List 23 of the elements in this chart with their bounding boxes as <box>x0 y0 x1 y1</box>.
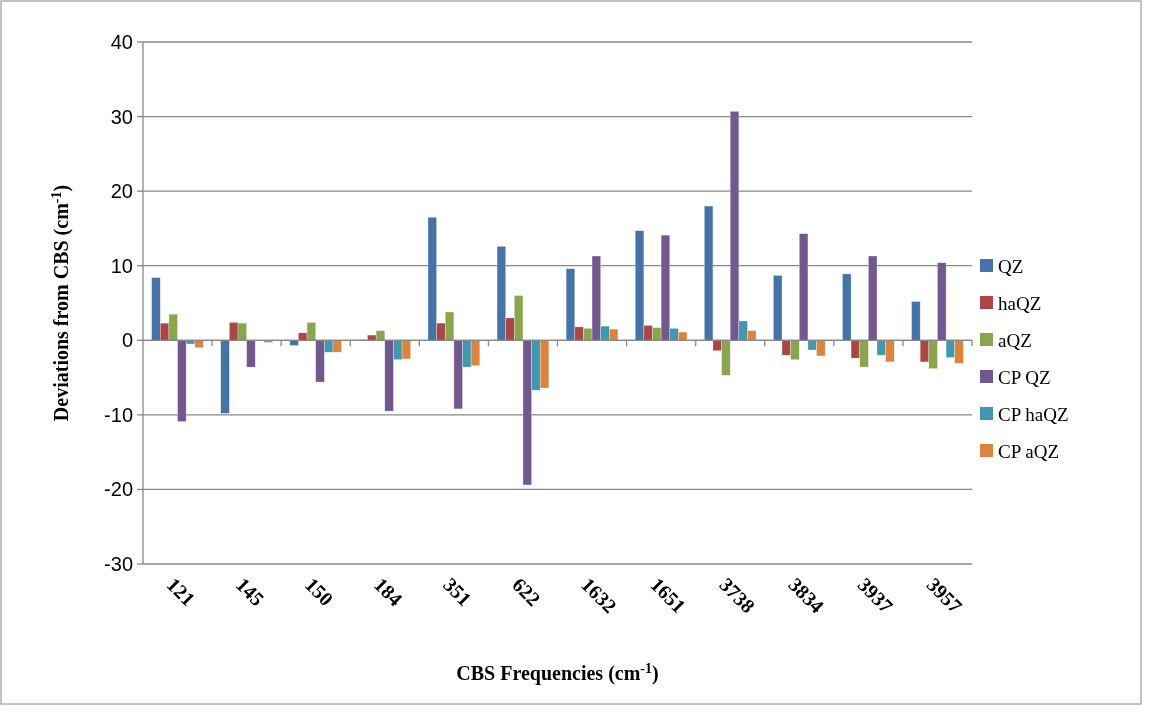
legend-label: CP aQZ <box>998 440 1060 462</box>
x-tick-label: 622 <box>508 573 545 611</box>
y-tick-label: -10 <box>104 403 133 426</box>
y-tick-label: -30 <box>104 553 133 575</box>
x-tick-label: 145 <box>231 573 269 611</box>
legend-label: CP haQZ <box>998 403 1069 425</box>
x-tick-label: 3957 <box>922 573 967 618</box>
legend-label: CP QZ <box>998 366 1051 388</box>
legend-label: aQZ <box>998 329 1032 351</box>
legend-label: haQZ <box>998 292 1042 314</box>
y-tick-label: 40 <box>110 31 133 53</box>
x-axis-title: CBS Frequencies (cm$^{-1}$) <box>456 660 659 685</box>
y-tick-label: 10 <box>110 254 133 277</box>
legend-label: QZ <box>998 255 1024 277</box>
x-tick-label: 3937 <box>853 573 898 618</box>
y-tick-label: 30 <box>110 105 133 128</box>
x-tick-label: 150 <box>300 573 338 611</box>
x-tick-label: 121 <box>162 573 200 611</box>
x-tick-label: 351 <box>439 573 476 611</box>
x-tick-label: 184 <box>369 573 407 611</box>
y-tick-label: 0 <box>121 329 133 352</box>
y-tick-label: 20 <box>110 180 133 203</box>
y-tick-label: -20 <box>104 478 133 501</box>
